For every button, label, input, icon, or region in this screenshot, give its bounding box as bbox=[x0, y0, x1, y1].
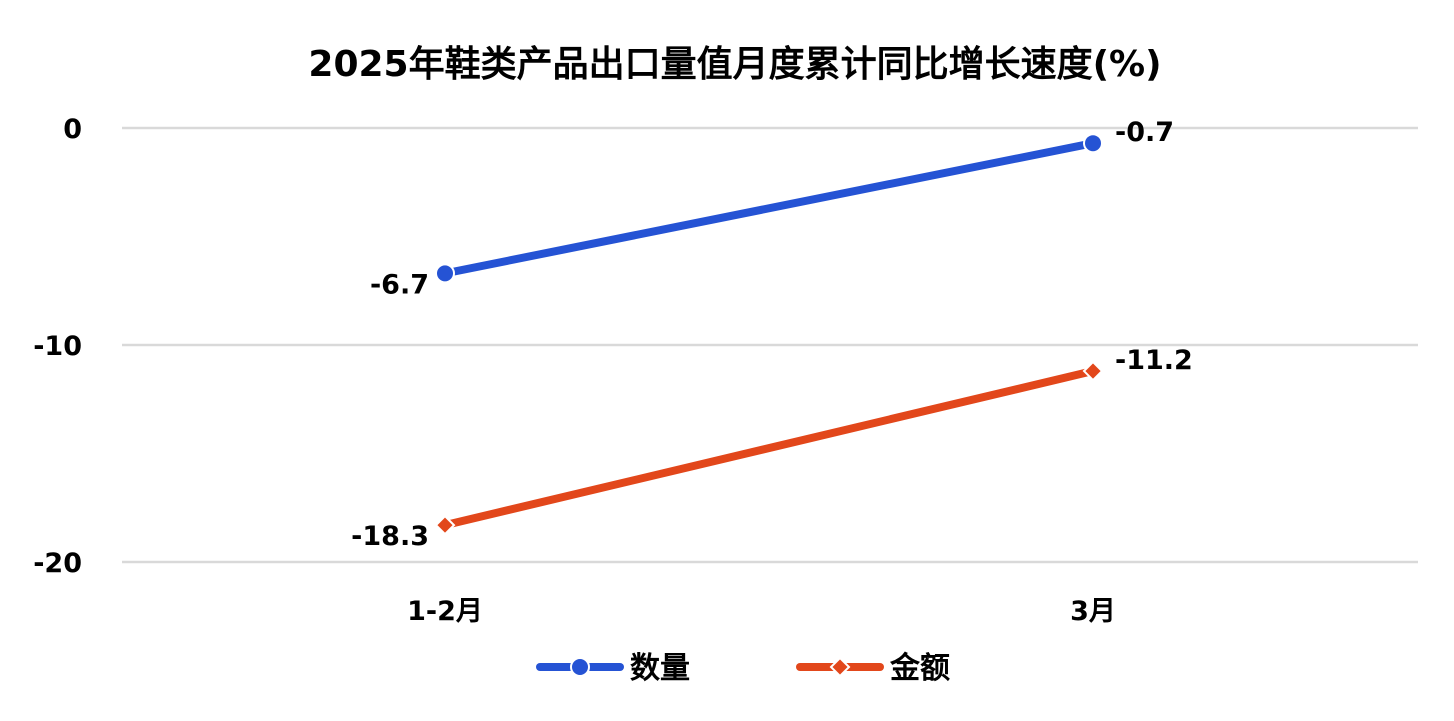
gridlines bbox=[122, 126, 1418, 564]
x-tick-label: 3月 bbox=[1070, 596, 1116, 627]
legend-item-1: 数量 bbox=[536, 651, 690, 686]
data-label: -6.7 bbox=[370, 269, 429, 300]
data-label: -11.2 bbox=[1115, 345, 1193, 376]
series-group: -6.7 -0.7 -18.3 -11.2 bbox=[351, 117, 1193, 552]
legend: 数量 金额 bbox=[536, 651, 950, 686]
series-1: -6.7 -0.7 bbox=[370, 117, 1174, 300]
data-point bbox=[1082, 360, 1104, 382]
series-2: -18.3 -11.2 bbox=[351, 345, 1193, 552]
legend-label: 金额 bbox=[889, 651, 950, 686]
x-axis-ticks: 1-2月 3月 bbox=[407, 596, 1116, 627]
data-point bbox=[434, 514, 456, 536]
y-tick-label: -20 bbox=[33, 548, 82, 579]
data-point bbox=[435, 263, 455, 284]
y-axis-ticks: 0 -10 -20 bbox=[33, 114, 82, 579]
series-line bbox=[441, 139, 1097, 278]
series-line bbox=[441, 367, 1097, 530]
y-tick-label: -10 bbox=[33, 331, 82, 362]
data-label: -0.7 bbox=[1115, 117, 1174, 148]
x-tick-label: 1-2月 bbox=[407, 596, 483, 627]
legend-label: 数量 bbox=[630, 651, 690, 686]
legend-marker bbox=[570, 657, 590, 677]
y-tick-label: 0 bbox=[63, 114, 82, 145]
data-label: -18.3 bbox=[351, 521, 429, 552]
legend-item-2: 金额 bbox=[796, 651, 950, 686]
legend-marker bbox=[829, 656, 851, 678]
data-point bbox=[1083, 133, 1103, 154]
chart-title: 2025年鞋类产品出口量值月度累计同比增长速度(%) bbox=[308, 44, 1161, 85]
